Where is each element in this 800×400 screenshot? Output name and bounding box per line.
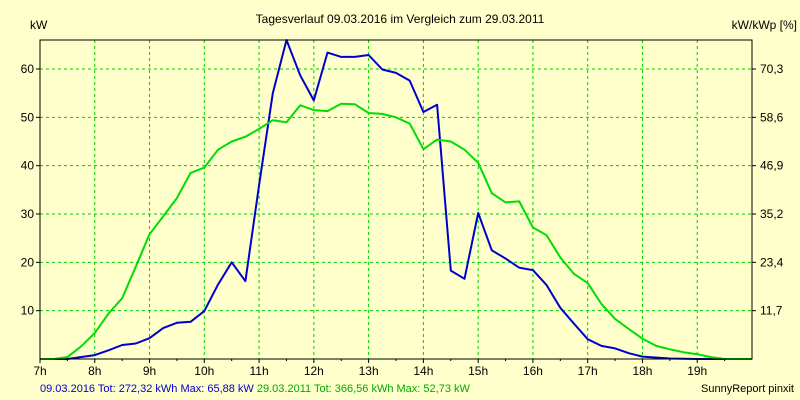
y-tick-label-left: 40: [21, 159, 35, 173]
x-tick-label: 16h: [523, 364, 543, 378]
footer-series1: 09.03.2016 Tot: 272,32 kWh Max: 65,88 kW: [40, 383, 254, 395]
x-tick-label: 8h: [88, 364, 101, 378]
footer-legend: 09.03.2016 Tot: 272,32 kWh Max: 65,88 kW…: [40, 383, 470, 395]
y-tick-label-right: 58,6: [760, 110, 784, 124]
x-tick-label: 17h: [578, 364, 598, 378]
chart-title: Tagesverlauf 09.03.2016 im Vergleich zum…: [256, 12, 545, 26]
y-tick-label-left: 30: [21, 207, 35, 221]
x-tick-label: 12h: [304, 364, 324, 378]
x-tick-label: 18h: [632, 364, 652, 378]
y-tick-label-right: 23,4: [760, 255, 784, 269]
series-group: [40, 39, 752, 360]
y-axis-label-right: kW/kWp [%]: [732, 18, 797, 32]
tick-group: 7h 8h 9h 10h 11h 12h 13h 14h 15h 16h 17h 18h 19h 10 11…: [21, 62, 784, 378]
x-tick-label: 11h: [250, 364, 269, 378]
y-tick-label-right: 35,2: [760, 207, 784, 221]
x-tick-label: 14h: [413, 364, 433, 378]
y-tick-label-left: 10: [21, 304, 35, 318]
y-tick-label-right: 11,7: [760, 304, 783, 318]
x-tick-label: 13h: [359, 364, 379, 378]
x-tick-label: 7h: [33, 364, 46, 378]
x-tick-label: 9h: [143, 364, 156, 378]
y-tick-label-left: 50: [21, 110, 35, 124]
y-tick-label-right: 70,3: [760, 62, 784, 76]
grid: [40, 40, 752, 359]
y-tick-label-left: 20: [21, 255, 35, 269]
series-line-1: [40, 39, 752, 360]
x-tick-label: 19h: [687, 364, 707, 378]
footer-credit: SunnyReport pinxit: [701, 383, 794, 395]
series-line-2: [40, 102, 752, 360]
x-tick-label: 15h: [468, 364, 488, 378]
x-tick-label: 10h: [194, 364, 214, 378]
y-tick-label-right: 46,9: [760, 159, 784, 173]
y-axis-label-left: kW: [30, 18, 48, 32]
y-tick-label-left: 60: [21, 62, 35, 76]
footer-series2: 29.03.2011 Tot: 366,56 kWh Max: 52,73 kW: [256, 383, 470, 395]
